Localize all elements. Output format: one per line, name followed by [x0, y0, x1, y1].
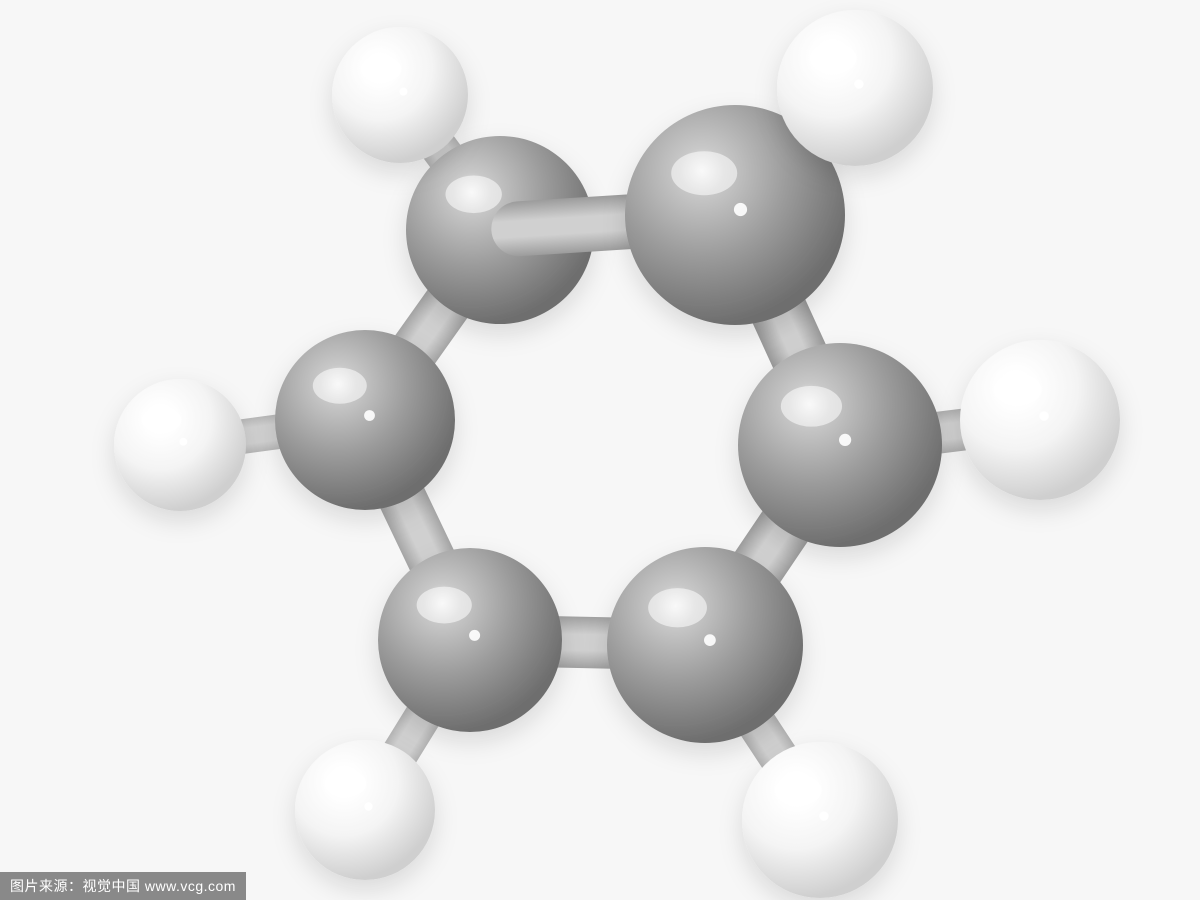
carbon-atom-C2 — [738, 343, 942, 547]
hydrogen-atom-H1 — [777, 10, 933, 166]
source-watermark: 图片来源：视觉中国 www.vcg.com — [0, 872, 246, 900]
hydrogen-atom-H6 — [332, 27, 468, 163]
carbon-atom-C5 — [275, 330, 455, 510]
hydrogen-atom-H2 — [960, 340, 1120, 500]
carbon-atom-C4 — [378, 548, 562, 732]
molecule-svg — [0, 0, 1200, 900]
hydrogen-atom-H3 — [742, 742, 898, 898]
hydrogen-atom-H4 — [295, 740, 435, 880]
carbon-atom-C3 — [607, 547, 803, 743]
molecule-diagram: 图片来源：视觉中国 www.vcg.com — [0, 0, 1200, 900]
hydrogen-atom-H5 — [114, 379, 246, 511]
